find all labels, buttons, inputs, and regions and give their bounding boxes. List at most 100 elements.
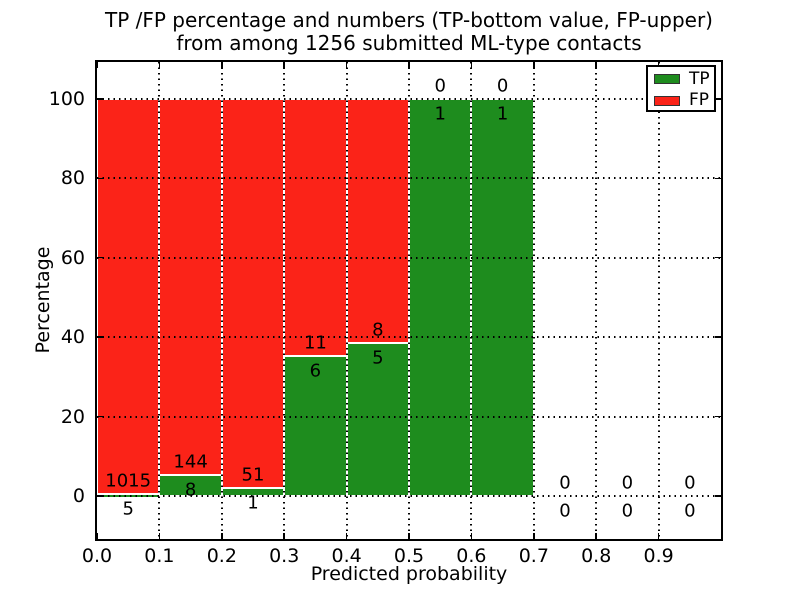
legend-label-tp: TP <box>689 68 710 89</box>
bar-segment-fp <box>98 99 159 494</box>
bar-segment-fp <box>222 99 284 488</box>
fp-count-label: 0 <box>621 472 634 494</box>
gridline-vertical <box>470 62 473 539</box>
bar-segment-tp <box>285 356 346 495</box>
y-tick-right <box>715 177 721 180</box>
x-tick-top <box>221 62 223 68</box>
bar-segment-tp <box>472 99 533 495</box>
chart-title-line2: from among 1256 submitted ML-type contac… <box>176 31 642 55</box>
y-tick-label: 60 <box>60 246 85 269</box>
y-tick-right <box>715 495 721 497</box>
gridline-vertical <box>595 62 598 539</box>
x-tick-top <box>283 62 285 68</box>
tp-count-label: 6 <box>309 360 322 382</box>
x-tick-label: 0.7 <box>518 545 549 567</box>
fp-count-label: 1015 <box>105 470 152 492</box>
bar-segment-tp <box>160 476 221 495</box>
x-tick-bottom <box>221 533 223 539</box>
tp-count-label: 5 <box>372 347 384 369</box>
bar-segment-tp <box>347 344 408 495</box>
x-tick-bottom <box>408 533 410 539</box>
gridline-vertical <box>283 62 286 539</box>
fp-count-label: 51 <box>241 464 265 486</box>
y-tick-label: 80 <box>60 167 85 190</box>
fp-count-label: 11 <box>303 332 327 354</box>
gridline-vertical <box>532 62 535 539</box>
y-tick-right <box>715 256 721 259</box>
chart-title-line1: TP /FP percentage and numbers (TP-bottom… <box>105 8 713 32</box>
plot-area: 1015 5 144 8 51 1 11 6 8 5 0 1 0 1 0 0 0 0 0 0 <box>95 60 723 541</box>
fp-count-label: 0 <box>684 472 696 494</box>
fp-count-label: 0 <box>434 75 446 97</box>
tp-count-label: 0 <box>684 500 696 522</box>
x-tick-bottom <box>657 533 660 539</box>
tp-count-label: 1 <box>496 103 509 125</box>
tp-color-swatch-icon <box>654 74 680 84</box>
bar-segment-fp <box>347 99 408 343</box>
bar-segment-fp <box>160 99 221 475</box>
x-tick-label: 0.0 <box>81 545 113 567</box>
y-tick-label: 0 <box>72 485 85 507</box>
x-tick-label: 0.3 <box>269 545 300 567</box>
bar-segment-tp <box>410 99 471 495</box>
x-tick-top <box>158 62 161 68</box>
x-tick-bottom <box>158 533 161 539</box>
x-tick-label: 0.2 <box>206 545 237 567</box>
legend-item-fp: FP <box>654 91 714 110</box>
legend-label-fp: FP <box>689 90 710 110</box>
x-tick-bottom <box>96 533 98 539</box>
x-tick-bottom <box>533 533 535 539</box>
x-tick-label: 0.5 <box>393 545 425 567</box>
gridline-vertical <box>657 62 660 539</box>
y-axis-label: Percentage <box>32 246 54 354</box>
bar-segment-tp <box>222 489 284 495</box>
legend-item-tp: TP <box>654 70 714 89</box>
fp-color-swatch-icon <box>654 95 680 106</box>
y-tick-right <box>715 98 721 100</box>
x-tick-top <box>96 62 98 68</box>
fp-count-label: 8 <box>372 319 384 341</box>
y-tick-label: 100 <box>48 87 85 110</box>
x-tick-top <box>345 62 348 68</box>
gridline-vertical <box>158 62 161 539</box>
x-tick-bottom <box>345 533 348 539</box>
x-tick-label: 0.4 <box>331 545 362 567</box>
x-tick-label: 0.1 <box>144 545 175 567</box>
gridline-vertical <box>345 62 348 539</box>
fp-count-label: 144 <box>173 451 208 473</box>
bar-segment-fp <box>285 99 346 355</box>
tp-count-label: 5 <box>122 498 134 520</box>
y-tick-right <box>715 336 721 338</box>
tp-count-label: 0 <box>621 500 634 522</box>
y-tick-left <box>97 415 103 418</box>
x-tick-top <box>595 62 597 68</box>
y-tick-left <box>97 98 103 100</box>
x-axis-label: Predicted probability <box>310 563 508 585</box>
x-tick-bottom <box>283 533 285 539</box>
y-tick-left <box>97 336 103 338</box>
x-tick-bottom <box>595 533 597 539</box>
y-tick-right <box>715 415 721 418</box>
y-tick-left <box>97 256 103 259</box>
y-tick-left <box>97 177 103 180</box>
gridline-vertical <box>220 62 223 539</box>
x-tick-label: 0.8 <box>581 545 612 567</box>
gridline-vertical <box>408 62 410 539</box>
x-tick-top <box>533 62 535 68</box>
x-tick-label: 0.9 <box>643 545 674 567</box>
legend-box: TP FP <box>646 65 716 112</box>
y-tick-left <box>97 495 103 497</box>
tp-count-label: 1 <box>247 492 259 514</box>
tp-count-label: 0 <box>559 500 571 522</box>
fp-count-label: 0 <box>559 472 571 494</box>
tp-count-label: 8 <box>184 479 197 501</box>
x-tick-top <box>408 62 410 68</box>
x-tick-bottom <box>470 533 473 539</box>
tp-count-label: 1 <box>434 103 446 125</box>
x-tick-top <box>470 62 473 68</box>
y-tick-label: 40 <box>60 326 85 349</box>
x-tick-label: 0.6 <box>456 545 487 567</box>
fp-count-label: 0 <box>496 75 509 97</box>
y-tick-label: 20 <box>60 405 85 428</box>
